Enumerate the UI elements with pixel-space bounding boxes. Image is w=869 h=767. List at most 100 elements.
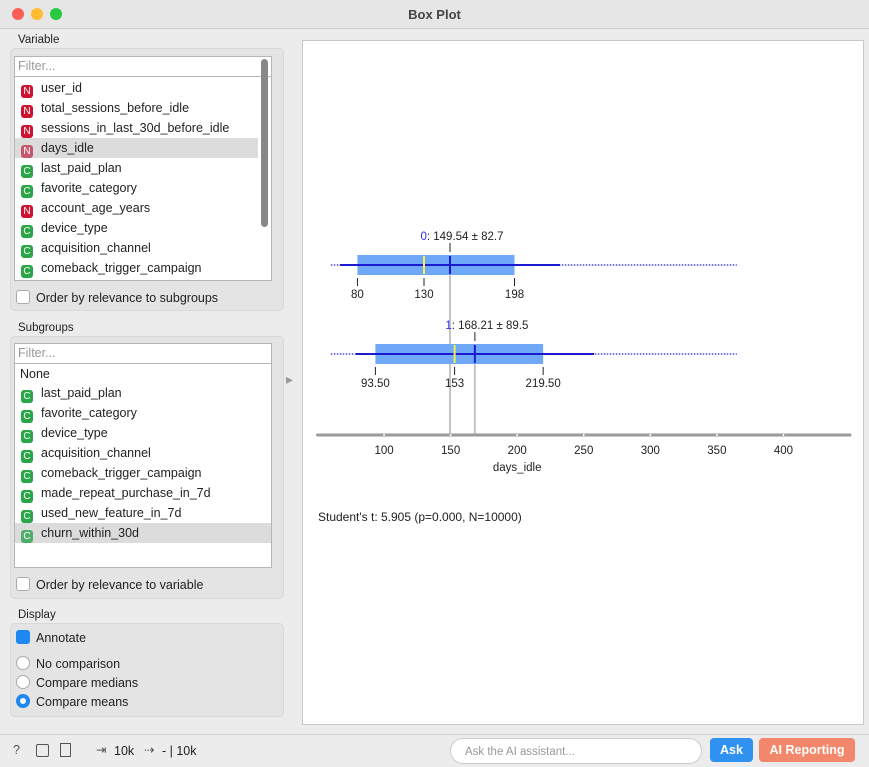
close[interactable] [12, 8, 24, 20]
group-box [10, 623, 284, 717]
type-badge: C [21, 510, 33, 523]
item-name: acquisition_channel [41, 241, 151, 255]
mean-label: 149.54 ± 82.7 [433, 231, 503, 243]
type-badge: C [21, 410, 33, 423]
checkbox[interactable]: Order by relevance to subgroups [16, 290, 218, 305]
x-tick-label: 200 [508, 445, 527, 457]
chart: 100 150 200 250 300 350 400 days_idle Student's … [316, 231, 852, 524]
item-name: days_idle [41, 141, 94, 155]
x-tick-label: 100 [374, 445, 393, 457]
type-badge: N [21, 105, 33, 118]
checkbox-box [16, 577, 30, 591]
output-icon: ⇢ [144, 743, 155, 757]
item-name: used_new_feature_in_7d [41, 506, 182, 520]
window-title: Box Plot [408, 7, 461, 22]
x-tick-label: 250 [574, 445, 593, 457]
radio[interactable]: Compare medians [16, 675, 138, 690]
filter-input[interactable]: Filter... [15, 57, 271, 77]
item-name: comeback_trigger_campaign [41, 261, 202, 275]
item-name: device_type [41, 221, 108, 235]
item-name: favorite_category [41, 406, 137, 420]
type-badge: C [21, 165, 33, 178]
item-name: made_repeat_purchase_in_7d [41, 486, 211, 500]
section-label: Variable [18, 34, 60, 46]
scrollbar[interactable] [261, 59, 268, 227]
list-item[interactable]: None [20, 367, 50, 381]
type-badge: N [21, 205, 33, 218]
type-badge: C [21, 185, 33, 198]
type-badge: N [21, 125, 33, 138]
x-tick-label: 150 [441, 445, 460, 457]
radio-dot [16, 675, 30, 689]
item-name: comeback_trigger_campaign [41, 466, 202, 480]
save-icon[interactable] [36, 744, 49, 757]
title-bar: Box Plot [0, 0, 869, 29]
radio[interactable]: Compare means [16, 694, 128, 709]
type-badge: C [21, 245, 33, 258]
item-name: total_sessions_before_idle [41, 101, 190, 115]
type-badge: C [21, 430, 33, 443]
type-badge: C [21, 390, 33, 403]
item-name: account_age_years [41, 201, 151, 215]
item-name: sessions_in_last_30d_before_idle [41, 121, 230, 135]
type-badge: C [21, 450, 33, 463]
x-axis-label: days_idle [493, 462, 542, 474]
splitter-arrow[interactable]: ▸ [286, 371, 294, 387]
checkbox-box [16, 290, 30, 304]
quartile-label: 80 [351, 289, 364, 301]
type-badge: N [21, 85, 33, 98]
help-icon[interactable]: ? [13, 743, 20, 757]
type-badge: C [21, 470, 33, 483]
checkbox[interactable]: Order by relevance to variable [16, 577, 203, 592]
separator: : [427, 231, 433, 243]
item-name: last_paid_plan [41, 386, 122, 400]
ask-button[interactable]: Ask [710, 738, 753, 762]
ask-input[interactable]: Ask the AI assistant... [450, 738, 702, 764]
quartile-label: 153 [445, 378, 464, 390]
type-badge: C [21, 530, 33, 543]
checkbox-label: Order by relevance to variable [36, 578, 204, 592]
section-label: Subgroups [18, 322, 74, 334]
mean-annotation: 1: 168.21 ± 89.5 [445, 320, 528, 332]
mean-annotation: 0: 149.54 ± 82.7 [420, 231, 503, 243]
zoom[interactable] [50, 8, 62, 20]
radio[interactable]: No comparison [16, 656, 120, 671]
checkbox-label: Annotate [36, 631, 87, 645]
type-badge: N [21, 145, 33, 158]
checkbox-box [16, 630, 30, 644]
radio-dot [16, 656, 30, 670]
statistics: Student's t: 5.905 (p=0.000, N=10000) [318, 510, 522, 524]
filter-input[interactable]: Filter... [15, 344, 271, 364]
x-tick-label: 400 [774, 445, 793, 457]
item-name: churn_within_30d [41, 526, 139, 540]
status-bar: ? ⇥ 10k ⇢ - | 10k Ask the AI assistant..… [0, 734, 869, 767]
section-label: Display [18, 609, 56, 621]
type-badge: C [21, 225, 33, 238]
group-name: 1 [445, 320, 451, 332]
checkbox[interactable]: Annotate [16, 630, 86, 645]
ai-reporting-button[interactable]: AI Reporting [759, 738, 855, 762]
x-tick-label: 300 [641, 445, 660, 457]
report-icon[interactable] [60, 743, 71, 757]
item-name: device_type [41, 426, 108, 440]
minimize[interactable] [31, 8, 43, 20]
